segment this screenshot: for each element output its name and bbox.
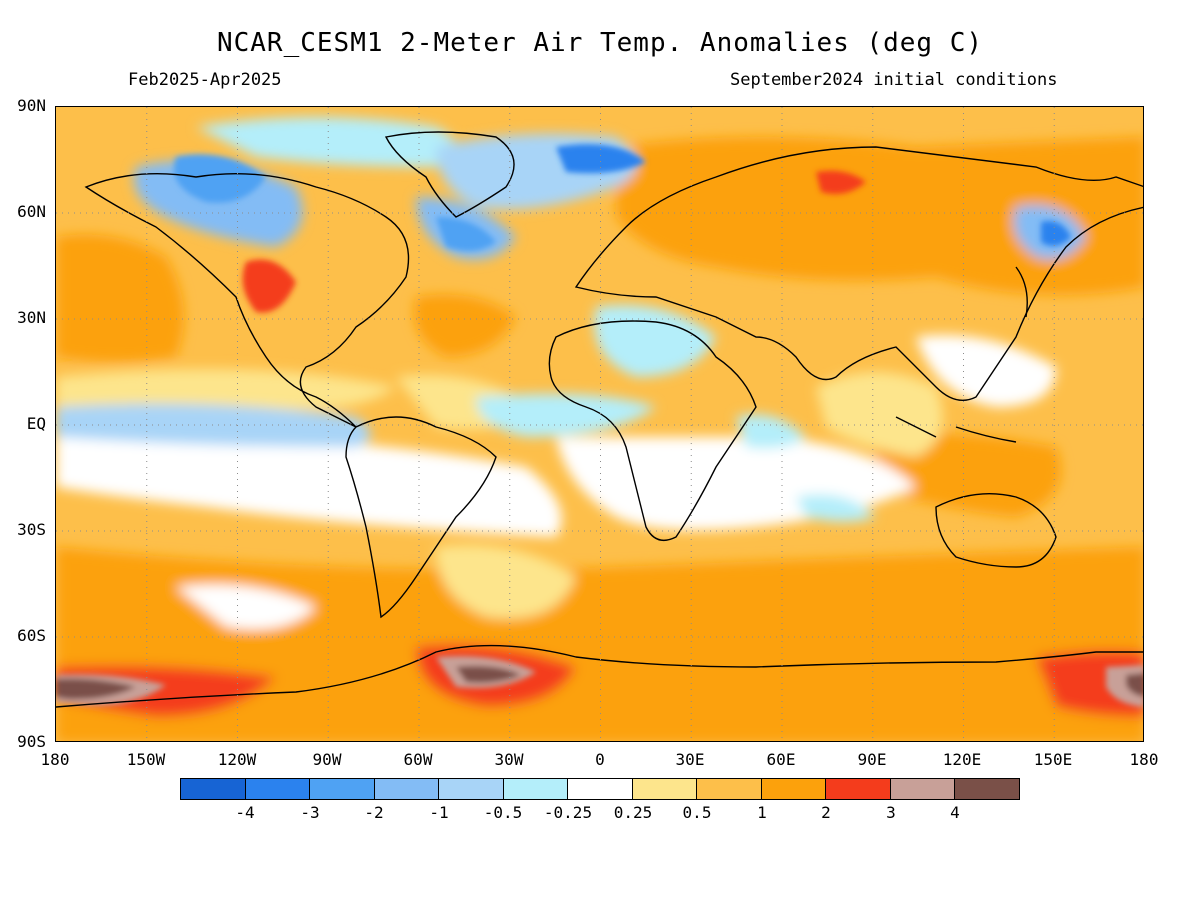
- forecast-period: Feb2025-Apr2025: [128, 70, 282, 90]
- anomaly-field: [56, 107, 1143, 741]
- colorbar-label: -0.25: [543, 803, 593, 822]
- colorbar-label: -4: [235, 803, 255, 822]
- lon-label-0: 0: [595, 750, 605, 769]
- colorbar-box: [826, 779, 891, 799]
- colorbar-label: -0.5: [483, 803, 523, 822]
- colorbar-box: [568, 779, 633, 799]
- lon-label-180e: 180: [1129, 750, 1159, 769]
- colorbar-box: [374, 779, 440, 799]
- colorbar-label: 0.25: [613, 803, 653, 822]
- colorbar-box: [890, 779, 956, 799]
- colorbar-box: [310, 779, 375, 799]
- lon-label-180w: 180: [40, 750, 70, 769]
- colorbar-box: [181, 779, 246, 799]
- lon-label-60e: 60E: [766, 750, 796, 769]
- lat-label-90s: 90S: [17, 732, 46, 751]
- colorbar-box: [503, 779, 569, 799]
- colorbar-box: [245, 779, 311, 799]
- colorbar: [180, 778, 1020, 800]
- colorbar-label: -3: [300, 803, 320, 822]
- colorbar-box: [632, 779, 698, 799]
- colorbar-label: -2: [364, 803, 384, 822]
- colorbar-label: 1: [757, 803, 767, 822]
- lon-label-30e: 30E: [675, 750, 705, 769]
- lon-label-90w: 90W: [312, 750, 342, 769]
- lat-label-30s: 30S: [17, 520, 46, 539]
- colorbar-label: 3: [886, 803, 896, 822]
- coastlines: [56, 131, 1143, 708]
- lon-label-60w: 60W: [403, 750, 433, 769]
- colorbar-box: [697, 779, 762, 799]
- lon-label-150w: 150W: [126, 750, 166, 769]
- colorbar-box: [955, 779, 1019, 799]
- lat-label-90n: 90N: [17, 96, 46, 115]
- lat-label-30n: 30N: [17, 308, 46, 327]
- lon-label-150e: 150E: [1033, 750, 1073, 769]
- graticule: [56, 107, 1143, 741]
- lon-label-30w: 30W: [494, 750, 524, 769]
- lon-label-90e: 90E: [857, 750, 887, 769]
- colorbar-box: [439, 779, 504, 799]
- colorbar-label: 2: [821, 803, 831, 822]
- colorbar-box: [761, 779, 827, 799]
- colorbar-label: -1: [429, 803, 449, 822]
- anomaly-map: [55, 106, 1144, 742]
- initial-conditions: September2024 initial conditions: [730, 70, 1058, 90]
- lat-label-eq: EQ: [26, 414, 46, 433]
- colorbar-label: 4: [950, 803, 960, 822]
- lon-label-120e: 120E: [942, 750, 982, 769]
- lat-label-60s: 60S: [17, 626, 46, 645]
- lon-label-120w: 120W: [217, 750, 257, 769]
- colorbar-label: 0.5: [682, 803, 712, 822]
- lat-label-60n: 60N: [17, 202, 46, 221]
- map-title: NCAR_CESM1 2-Meter Air Temp. Anomalies (…: [216, 28, 984, 58]
